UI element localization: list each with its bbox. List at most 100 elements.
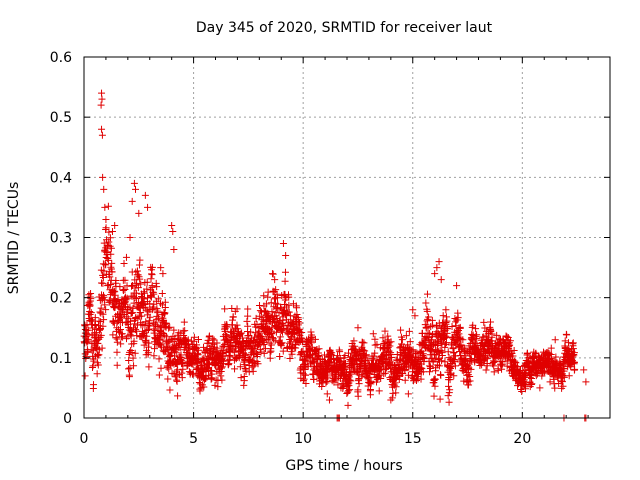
data-point — [407, 346, 415, 354]
data-point — [498, 360, 506, 368]
data-point — [113, 318, 121, 326]
data-point — [533, 370, 541, 378]
data-point — [81, 325, 89, 333]
data-point — [552, 353, 560, 361]
data-point — [108, 268, 116, 276]
data-point — [136, 256, 144, 264]
data-point — [111, 303, 119, 311]
data-point — [279, 240, 287, 248]
data-point — [166, 323, 174, 331]
data-point — [165, 365, 173, 373]
data-point — [145, 326, 153, 334]
data-point — [292, 344, 300, 352]
data-point — [84, 335, 92, 343]
data-point — [152, 321, 160, 329]
data-point — [307, 328, 315, 336]
data-point — [107, 263, 115, 271]
data-point — [214, 383, 222, 391]
data-point — [116, 325, 124, 333]
data-point — [409, 306, 417, 314]
data-point — [282, 252, 290, 260]
data-point — [509, 352, 517, 360]
data-point — [266, 354, 274, 362]
data-point — [128, 309, 136, 317]
data-point — [107, 244, 115, 252]
data-point — [404, 390, 412, 398]
data-point — [102, 306, 110, 314]
data-point — [423, 290, 431, 298]
data-point — [465, 360, 473, 368]
data-point — [102, 261, 110, 269]
data-point — [126, 303, 134, 311]
data-point — [280, 322, 288, 330]
data-point — [429, 358, 437, 366]
data-point — [438, 339, 446, 347]
data-point — [165, 324, 173, 332]
data-point — [241, 365, 249, 372]
data-point — [439, 312, 447, 320]
data-point — [150, 290, 158, 298]
data-point — [178, 374, 186, 382]
data-point — [99, 322, 107, 330]
data-point — [153, 283, 161, 291]
data-point — [406, 338, 414, 346]
data-point — [455, 330, 463, 338]
data-point — [371, 349, 379, 357]
data-point — [293, 304, 301, 312]
data-point — [277, 304, 285, 312]
data-point — [256, 307, 264, 315]
data-point — [154, 295, 162, 303]
data-point — [126, 234, 134, 241]
data-point — [302, 357, 310, 365]
data-point — [445, 398, 453, 406]
data-point — [467, 365, 475, 373]
data-point — [438, 351, 446, 359]
y-tick-label: 0 — [63, 411, 72, 427]
data-point — [90, 357, 98, 365]
data-point — [350, 337, 358, 345]
data-point — [419, 368, 427, 376]
data-point — [131, 294, 139, 302]
data-point — [270, 303, 278, 311]
data-point — [150, 345, 158, 353]
data-point — [276, 333, 284, 341]
data-point — [270, 295, 278, 303]
data-point — [97, 101, 105, 109]
data-point — [112, 277, 120, 285]
data-point — [547, 344, 555, 352]
data-point — [243, 317, 251, 325]
data-point — [193, 341, 201, 349]
data-point — [344, 349, 352, 357]
data-point — [117, 314, 125, 322]
data-point — [558, 378, 566, 386]
x-tick-label: 10 — [294, 431, 312, 447]
data-point — [551, 336, 559, 344]
data-point — [99, 173, 107, 181]
data-point — [318, 383, 326, 391]
data-point — [136, 275, 144, 283]
data-point — [99, 279, 107, 287]
data-point — [276, 353, 284, 361]
data-point — [387, 338, 395, 346]
data-point — [387, 396, 395, 404]
data-point — [252, 349, 260, 357]
data-point — [137, 280, 145, 288]
data-point — [98, 125, 106, 133]
data-point — [442, 320, 450, 328]
data-point — [146, 322, 154, 330]
data-point — [478, 361, 486, 369]
data-point — [430, 392, 438, 400]
data-point — [488, 330, 496, 338]
chart-title: Day 345 of 2020, SRMTID for receiver lau… — [196, 20, 493, 36]
data-point — [141, 191, 149, 199]
data-point — [106, 273, 114, 281]
data-point — [239, 334, 247, 342]
data-point — [240, 377, 248, 385]
data-point — [272, 328, 280, 336]
data-point — [149, 303, 157, 311]
data-point — [470, 338, 478, 346]
data-point — [398, 336, 406, 344]
data-point — [236, 363, 244, 371]
data-point — [158, 290, 166, 298]
